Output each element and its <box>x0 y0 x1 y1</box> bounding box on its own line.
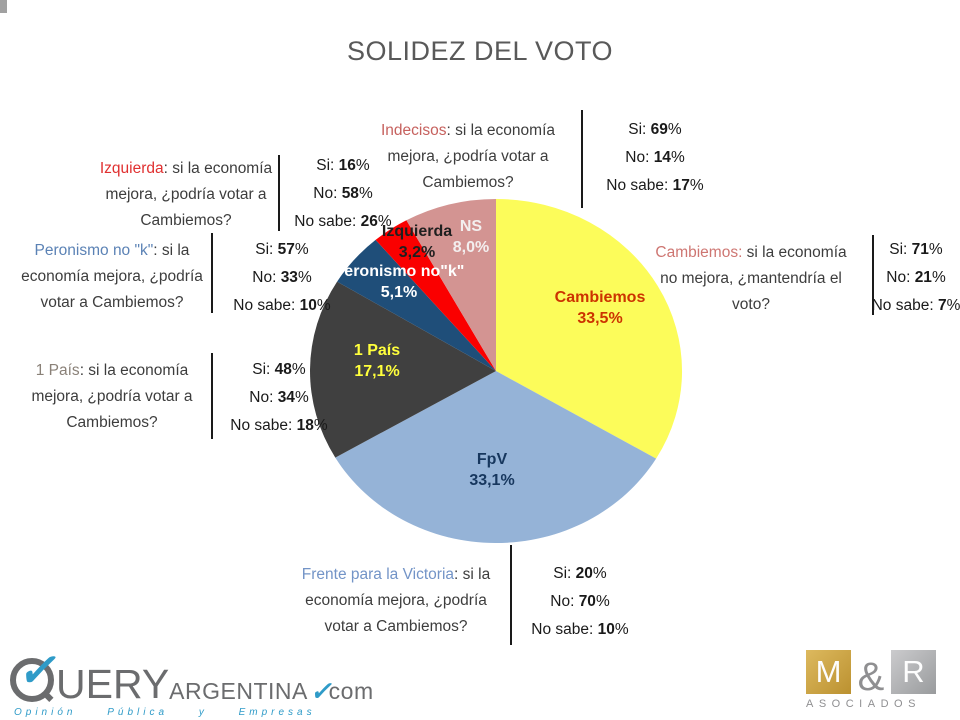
peronismo-lead: Peronismo no "k" <box>34 242 154 259</box>
stat-si: Si: 20% <box>553 565 607 582</box>
question-line: votar a Cambiemos? <box>40 294 184 311</box>
mr-ampersand: & <box>857 655 885 699</box>
question-line: economía mejora, ¿podría <box>305 592 487 609</box>
indecisos-stats: Si: 69% No: 14% No sabe: 17% <box>600 116 710 200</box>
mr-r-square: R <box>891 650 936 694</box>
stat-no: No: 33% <box>252 269 312 286</box>
pais-question: 1 País: si la economía mejora, ¿podría v… <box>22 358 202 436</box>
question-line: Peronismo no "k": si la <box>34 242 190 259</box>
question-line: Izquierda: si la economía <box>99 160 273 177</box>
pie-slice-fpv <box>335 371 657 544</box>
cambiemos-stats: Si: 71% No: 21% No sabe: 7% <box>866 236 960 320</box>
pie-label-peronismo-no-k: Peronismo no"k" 5,1% <box>334 263 465 301</box>
izquierda-question: Izquierda: si la economía mejora, ¿podrí… <box>98 156 274 234</box>
peronismo-stats: Si: 57% No: 33% No sabe: 10% <box>231 236 333 320</box>
cambiemos-divider-line <box>872 235 874 315</box>
pie-label-fpv: FpV 33,1% <box>469 451 514 489</box>
fpv-stats: Si: 20% No: 70% No sabe: 10% <box>524 560 636 644</box>
izquierda-divider-line <box>278 155 280 231</box>
query-domain-text: com <box>328 678 374 705</box>
question-line: mejora, ¿podría votar a <box>387 148 549 165</box>
pais-lead: 1 País <box>35 362 80 379</box>
stat-nosabe: No sabe: 10% <box>531 621 629 638</box>
question-line: Cambiemos? <box>66 414 158 431</box>
query-tagline: Opinión Pública y Empresas <box>14 707 316 718</box>
indecisos-lead: Indecisos <box>380 122 447 139</box>
query-argentina-text: ARGENTINA <box>169 678 308 705</box>
pie-label-izquierda: Izquierda 3,2% <box>382 223 452 261</box>
question-line: mejora, ¿podría votar a <box>31 388 193 405</box>
pie-label-ns: NS 8,0% <box>453 218 489 256</box>
stat-no: No: 34% <box>249 389 309 406</box>
question-line: Cambiemos? <box>140 212 232 229</box>
mr-asociados-logo: M & R ASOCIADOS <box>806 650 936 710</box>
question-line: economía mejora, ¿podría <box>21 268 203 285</box>
corner-artifact <box>0 0 7 13</box>
question-line: mejora, ¿podría votar a <box>105 186 267 203</box>
stat-nosabe: No sabe: 10% <box>233 297 331 314</box>
query-logo-row: ✓ UERY ARGENTINA ✓ com <box>10 647 374 708</box>
mr-m-square: M <box>806 650 851 694</box>
stat-si: Si: 57% <box>255 241 309 258</box>
cambiemos-question: Cambiemos: si la economía no mejora, ¿ma… <box>642 240 860 318</box>
stat-no: No: 21% <box>886 269 946 286</box>
stat-si: Si: 48% <box>252 361 306 378</box>
pie-slice-1-pa-s <box>310 281 496 458</box>
stat-no: No: 70% <box>550 593 610 610</box>
stat-nosabe: No sabe: 7% <box>871 297 960 314</box>
peronismo-divider-line <box>211 233 213 313</box>
stat-no: No: 14% <box>625 149 685 166</box>
question-line: 1 País: si la economía <box>35 362 189 379</box>
stat-si: Si: 71% <box>889 241 943 258</box>
izquierda-lead: Izquierda <box>99 160 164 177</box>
indecisos-question: Indecisos: si la economía mejora, ¿podrí… <box>362 118 574 196</box>
pie-slice-izquierda <box>375 220 496 371</box>
query-q-icon: ✓ <box>10 647 56 702</box>
pais-stats: Si: 48% No: 34% No sabe: 18% <box>228 356 330 440</box>
pais-divider-line <box>211 353 213 439</box>
stat-nosabe: No sabe: 26% <box>294 213 392 230</box>
question-line: Frente para la Victoria: si la <box>301 566 491 583</box>
stat-si: Si: 69% <box>628 121 682 138</box>
peronismo-question: Peronismo no "k": si la economía mejora,… <box>16 238 208 316</box>
pie-slice-ns <box>406 199 496 371</box>
pie-slice-peronismo-no-k <box>337 239 496 371</box>
indecisos-divider-line <box>581 110 583 208</box>
fpv-question: Frente para la Victoria: si la economía … <box>286 562 506 640</box>
pie-label-1-pa-s: 1 País 17,1% <box>354 342 400 380</box>
izquierda-stats: Si: 16% No: 58% No sabe: 26% <box>292 152 394 236</box>
cambiemos-lead: Cambiemos: <box>655 244 743 261</box>
query-brand-text: UERY <box>56 661 170 708</box>
fpv-divider-line <box>510 545 512 645</box>
question-line: votar a Cambiemos? <box>324 618 468 635</box>
question-line: Indecisos: si la economía <box>380 122 556 139</box>
stat-si: Si: 16% <box>316 157 370 174</box>
pie-slice-cambiemos <box>496 199 683 459</box>
query-argentina-logo: ✓ UERY ARGENTINA ✓ com Opinión Pública y… <box>10 647 374 718</box>
question-line: Cambiemos? <box>422 174 514 191</box>
query-com-check-icon: ✓ <box>309 676 332 707</box>
query-checkmark-icon: ✓ <box>17 644 56 696</box>
mr-asociados-text: ASOCIADOS <box>806 698 921 710</box>
mr-logo-row: M & R <box>806 650 936 699</box>
question-line: no mejora, ¿mantendría el <box>660 270 842 287</box>
pie-label-cambiemos: Cambiemos 33,5% <box>555 289 646 327</box>
stat-no: No: 58% <box>313 185 373 202</box>
question-line: voto? <box>732 296 770 313</box>
question-line: Cambiemos: si la economía <box>655 244 847 261</box>
page-title: SOLIDEZ DEL VOTO <box>346 36 614 66</box>
fpv-lead: Frente para la Victoria <box>301 566 455 583</box>
stat-nosabe: No sabe: 18% <box>230 417 328 434</box>
stat-nosabe: No sabe: 17% <box>606 177 704 194</box>
